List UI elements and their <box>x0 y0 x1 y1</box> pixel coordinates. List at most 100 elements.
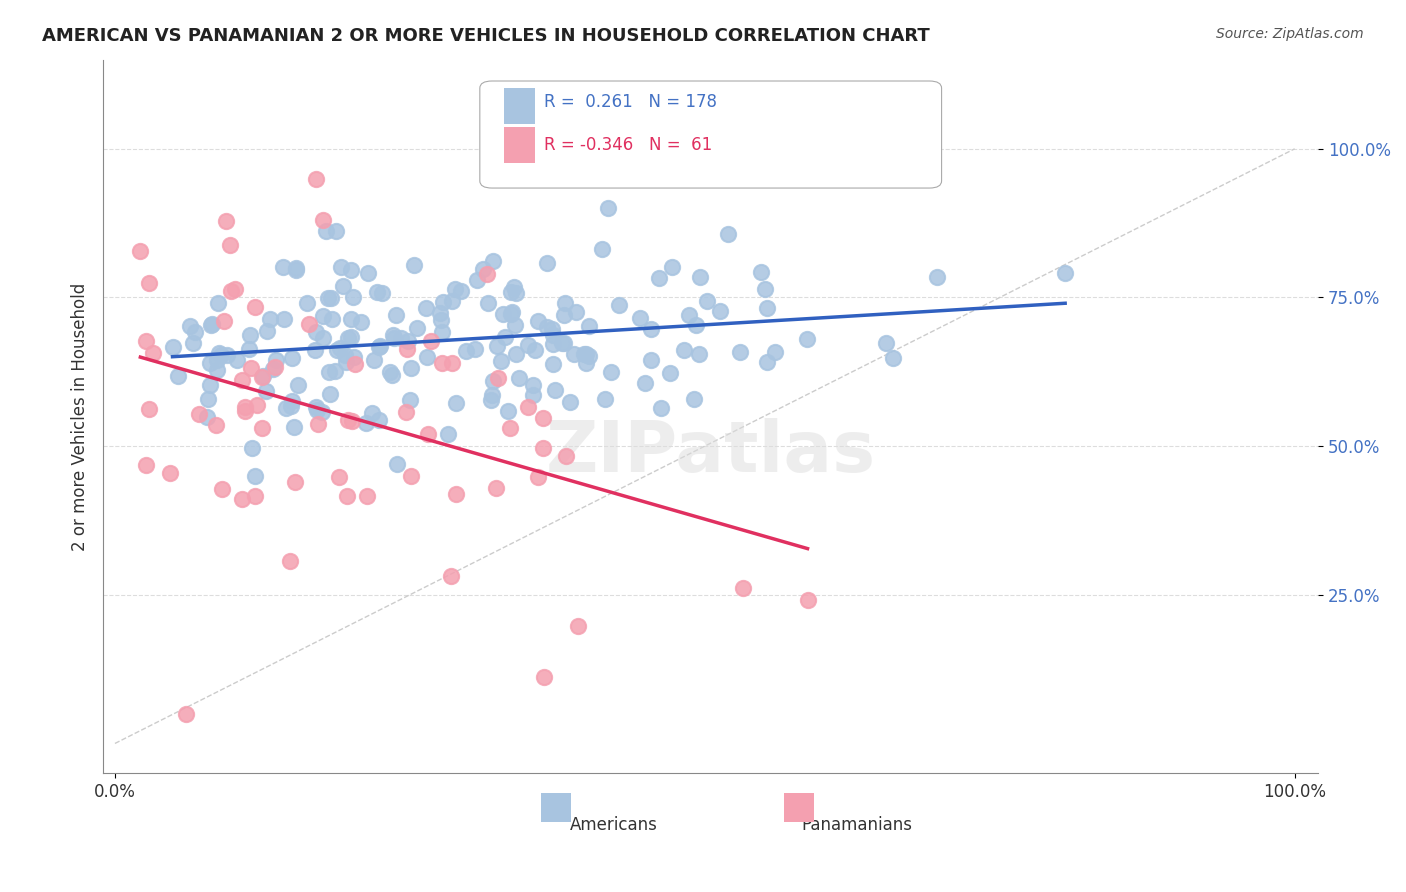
Point <box>472 261 495 276</box>
Point <box>502 280 524 294</box>
Point <box>544 383 567 397</box>
Point <box>283 420 305 434</box>
Point <box>366 285 388 300</box>
Point <box>239 328 262 343</box>
Point <box>415 351 437 365</box>
Point <box>567 619 589 633</box>
Point <box>280 399 302 413</box>
Point <box>209 348 232 362</box>
Point <box>496 403 519 417</box>
Point <box>406 320 429 334</box>
Point <box>575 347 598 361</box>
Point <box>340 311 363 326</box>
Point <box>205 353 228 368</box>
Point <box>215 214 238 228</box>
Point <box>315 224 337 238</box>
Point <box>264 353 287 368</box>
Point <box>418 427 440 442</box>
Point <box>494 330 516 344</box>
Point <box>464 342 486 356</box>
Point <box>396 342 419 356</box>
FancyBboxPatch shape <box>479 81 942 188</box>
Point <box>658 366 681 380</box>
Point <box>678 309 700 323</box>
Point <box>600 365 623 379</box>
Point <box>240 361 263 376</box>
Point <box>796 332 818 346</box>
Point <box>142 346 165 360</box>
Text: R =  0.261   N = 178: R = 0.261 N = 178 <box>544 94 717 112</box>
Point <box>485 339 508 353</box>
Point <box>522 377 544 392</box>
Point <box>323 364 346 378</box>
Point <box>688 347 710 361</box>
Point <box>505 285 527 300</box>
Point <box>404 258 426 272</box>
Point <box>197 392 219 406</box>
Point <box>527 314 550 328</box>
Point <box>354 416 377 430</box>
Point <box>319 387 342 401</box>
Point <box>486 371 509 385</box>
Point <box>661 260 683 274</box>
Point <box>598 201 620 215</box>
Point <box>205 363 228 377</box>
Point <box>356 489 378 503</box>
Point <box>262 361 284 376</box>
Point <box>357 266 380 280</box>
Point <box>709 304 731 318</box>
Point <box>648 270 671 285</box>
Point <box>325 224 347 238</box>
Point <box>502 305 524 319</box>
Point <box>233 403 256 417</box>
Point <box>685 318 707 332</box>
Point <box>304 171 326 186</box>
Point <box>446 487 468 501</box>
Point <box>565 304 588 318</box>
Point <box>332 278 354 293</box>
Point <box>475 267 498 281</box>
Point <box>318 291 340 305</box>
Point <box>574 356 596 370</box>
Point <box>278 554 301 568</box>
Point <box>429 306 451 320</box>
Point <box>749 265 772 279</box>
Point <box>273 311 295 326</box>
Point <box>217 348 239 362</box>
Point <box>243 489 266 503</box>
Point <box>342 290 364 304</box>
Point <box>399 361 422 376</box>
Point <box>343 357 366 371</box>
Point <box>218 237 240 252</box>
Point <box>337 412 360 426</box>
Point <box>231 492 253 507</box>
Text: Panamanians: Panamanians <box>801 816 912 834</box>
Point <box>335 355 357 369</box>
Point <box>533 670 555 684</box>
Point <box>689 270 711 285</box>
Point <box>225 353 247 368</box>
Point <box>201 317 224 331</box>
Bar <box>783 793 814 822</box>
Point <box>340 263 363 277</box>
Point <box>281 394 304 409</box>
Point <box>1054 266 1077 280</box>
Point <box>361 406 384 420</box>
Point <box>340 414 363 428</box>
Point <box>875 336 897 351</box>
Point <box>252 420 274 434</box>
Point <box>246 398 269 412</box>
Point <box>628 310 651 325</box>
Point <box>562 346 585 360</box>
Point <box>195 410 218 425</box>
Point <box>560 395 582 409</box>
Point <box>328 469 350 483</box>
Point <box>456 343 478 358</box>
Point <box>508 370 530 384</box>
Text: R = -0.346   N =  61: R = -0.346 N = 61 <box>544 136 713 154</box>
Point <box>517 337 540 351</box>
Point <box>256 324 278 338</box>
Point <box>321 312 343 326</box>
Point <box>382 327 405 342</box>
Point <box>135 334 157 349</box>
